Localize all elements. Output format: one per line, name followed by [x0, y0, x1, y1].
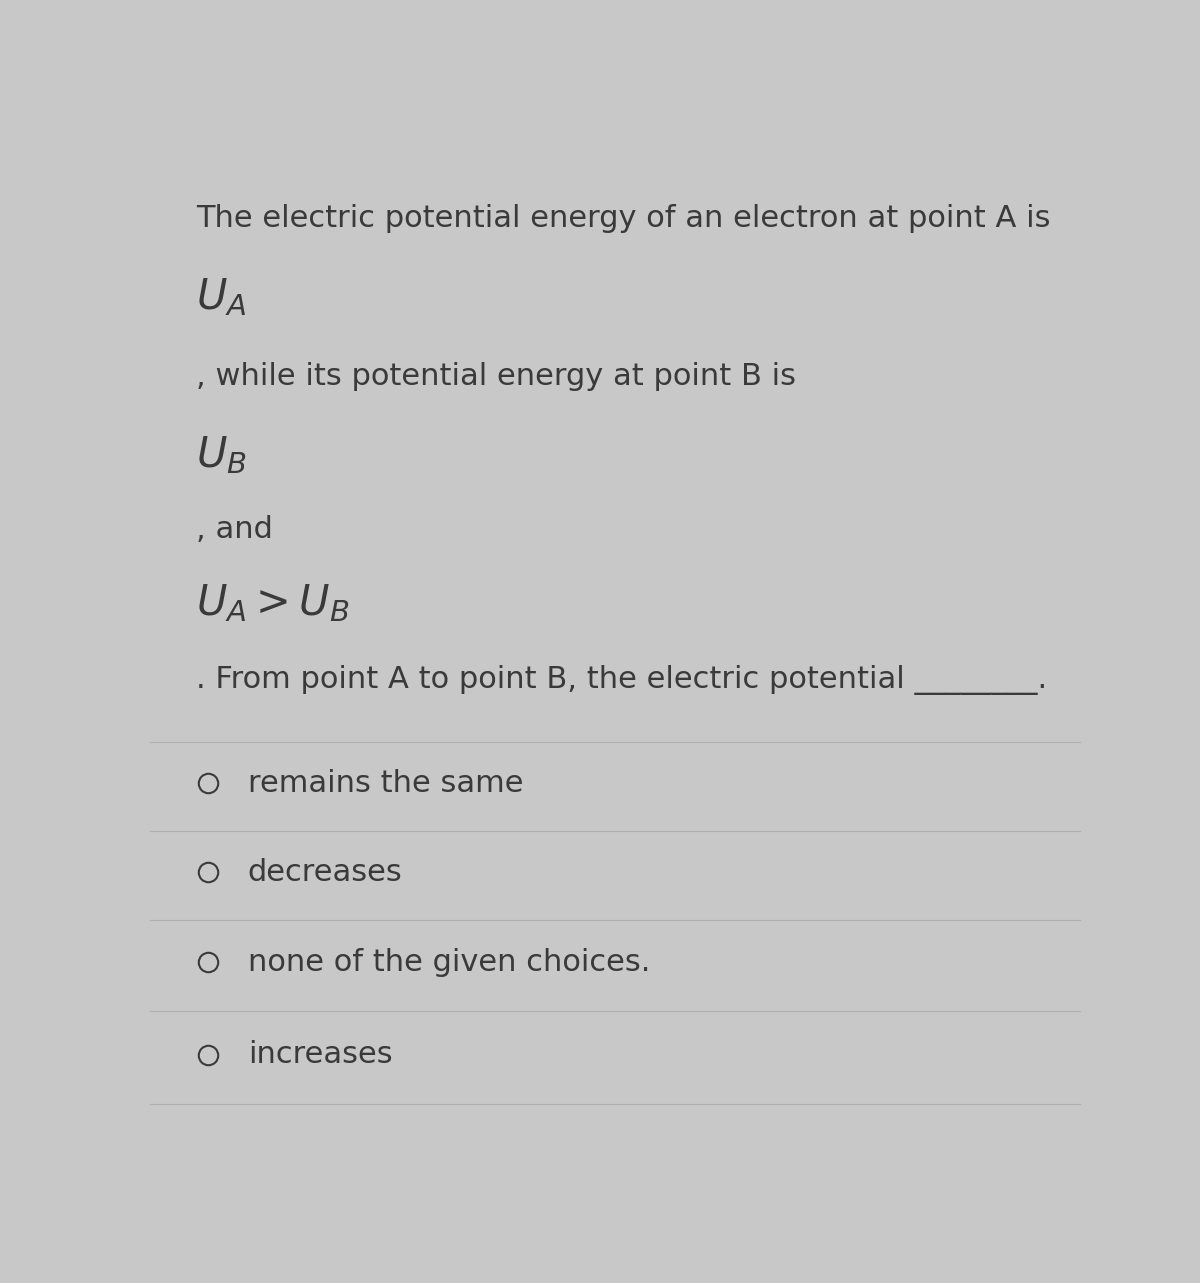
Text: . From point A to point B, the electric potential ________.: . From point A to point B, the electric …: [197, 665, 1048, 694]
Text: , while its potential energy at point B is: , while its potential energy at point B …: [197, 362, 797, 391]
Text: decreases: decreases: [247, 857, 402, 887]
Text: $U_A$: $U_A$: [197, 276, 247, 318]
Text: remains the same: remains the same: [247, 769, 523, 798]
Text: $U_B$: $U_B$: [197, 434, 247, 476]
Text: increases: increases: [247, 1041, 392, 1070]
Text: $U_A > U_B$: $U_A > U_B$: [197, 582, 350, 625]
Text: , and: , and: [197, 514, 274, 544]
Text: none of the given choices.: none of the given choices.: [247, 948, 650, 976]
Text: The electric potential energy of an electron at point A is: The electric potential energy of an elec…: [197, 204, 1051, 232]
